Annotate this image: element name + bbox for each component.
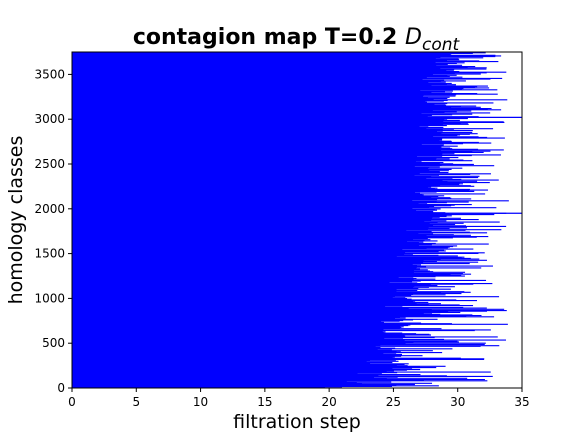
plot-frame [71,51,523,389]
chart-title-math-subscript: cont [422,35,461,55]
y-tick-label: 0 [57,381,65,395]
x-tick-label: 15 [257,395,272,409]
y-tick-label: 500 [42,336,65,350]
x-axis-ticks: 0 5 10 15 20 25 30 35 [68,388,530,409]
x-tick-label: 35 [514,395,529,409]
x-tick-label: 30 [450,395,465,409]
x-tick-label: 5 [132,395,140,409]
chart-title: contagion map T=0.2 Dcont [133,25,461,55]
chart-title-math: D [405,25,422,50]
x-tick-label: 0 [68,395,76,409]
x-tick-label: 20 [322,395,337,409]
y-axis-ticks: 0 500 1000 1500 2000 2500 3000 3500 [34,67,72,395]
x-tick-label: 10 [193,395,208,409]
y-tick-label: 3500 [34,67,65,81]
x-axis-label: filtration step [233,411,361,433]
y-tick-label: 1500 [34,247,65,261]
plot-area [71,51,523,389]
chart-title-text: contagion map T=0.2 [133,25,398,50]
y-axis-label: homology classes [5,136,27,305]
y-tick-label: 1000 [34,291,65,305]
x-tick-label: 25 [386,395,401,409]
barcode-bars [72,51,522,389]
y-tick-label: 2000 [34,202,65,216]
y-tick-label: 2500 [34,157,65,171]
y-tick-label: 3000 [34,112,65,126]
